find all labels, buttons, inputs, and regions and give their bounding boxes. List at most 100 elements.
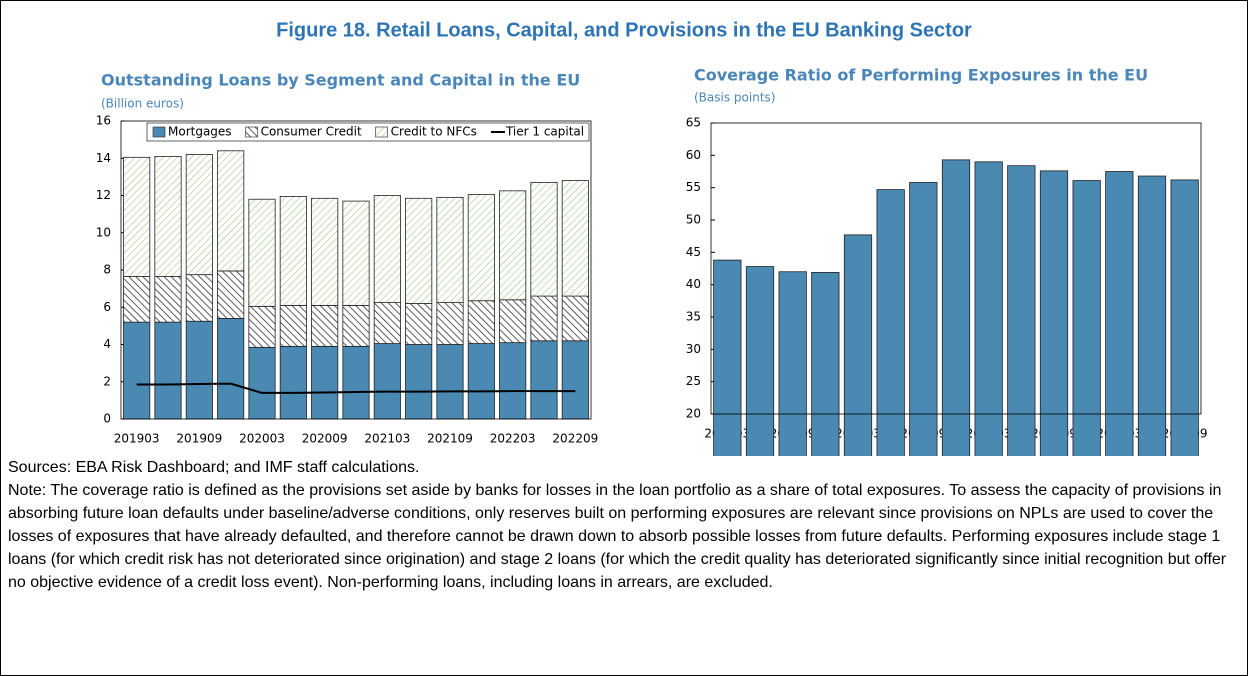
bar: [1072, 180, 1101, 456]
bar: [561, 340, 589, 420]
bar: [405, 303, 433, 345]
bar: [311, 345, 339, 420]
x-tick-label: 202009: [302, 432, 348, 446]
y-tick-label: 4: [103, 337, 111, 351]
bar: [279, 304, 307, 347]
legend-label: Mortgages: [168, 125, 232, 139]
bar: [342, 200, 370, 306]
chart-title: Coverage Ratio of Performing Exposures i…: [694, 66, 1148, 85]
bar: [311, 304, 339, 347]
sources: Sources: EBA Risk Dashboard; and IMF sta…: [8, 459, 420, 476]
x-tick-label: 201903: [114, 432, 160, 446]
bar: [436, 344, 464, 420]
legend-swatch: [245, 126, 258, 138]
notes: Sources: EBA Risk Dashboard; and IMF sta…: [8, 456, 1238, 594]
bar: [154, 321, 182, 420]
bar: [876, 189, 905, 456]
bar: [499, 190, 527, 301]
y-tick-label: 12: [96, 188, 111, 202]
bar: [843, 234, 873, 456]
bar: [405, 344, 433, 420]
bar: [279, 196, 307, 306]
y-tick-label: 0: [103, 412, 111, 426]
bar: [405, 197, 433, 304]
chart-title: Outstanding Loans by Segment and Capital…: [101, 71, 580, 90]
y-tick-label: 65: [686, 116, 701, 130]
bar: [436, 196, 464, 303]
plot-frame: [120, 120, 592, 420]
legend-label: Consumer Credit: [261, 125, 362, 139]
y-tick-label: 8: [103, 263, 111, 277]
bar: [1039, 170, 1069, 456]
bar: [342, 345, 370, 420]
x-tick-label: 201909: [176, 432, 222, 446]
bar: [154, 155, 182, 277]
legend-swatch: [375, 126, 388, 138]
bar: [279, 345, 307, 420]
bar: [561, 180, 589, 297]
bar: [373, 195, 401, 303]
bar: [185, 320, 213, 420]
bar: [342, 304, 370, 347]
bar: [1137, 175, 1167, 456]
bar: [373, 302, 401, 344]
x-tick-label: 202003: [239, 432, 285, 446]
bar: [778, 271, 807, 456]
y-tick-label: 20: [686, 407, 701, 421]
x-tick-label: 202109: [427, 432, 473, 446]
bar: [248, 305, 276, 348]
bar: [745, 266, 775, 456]
y-tick-label: 30: [686, 342, 701, 356]
y-tick-label: 10: [96, 225, 111, 239]
bar: [909, 182, 938, 456]
bar: [467, 343, 495, 420]
bar: [811, 271, 840, 456]
bar: [530, 295, 558, 342]
bar: [154, 276, 182, 323]
bar: [311, 197, 339, 306]
y-tick-label: 25: [686, 374, 701, 388]
chart-subtitle: (Billion euros): [101, 97, 184, 111]
bar: [974, 161, 1003, 456]
bar: [1105, 171, 1134, 456]
bar: [217, 150, 245, 272]
legend-swatch: [152, 126, 166, 138]
y-tick-label: 60: [686, 148, 701, 162]
legend-label: Tier 1 capital: [505, 125, 584, 139]
bar: [941, 159, 971, 456]
x-tick-label: 202209: [552, 432, 598, 446]
bar: [248, 198, 276, 307]
y-tick-label: 16: [96, 114, 111, 128]
y-tick-label: 14: [96, 151, 111, 165]
bar: [217, 318, 245, 420]
bar: [217, 270, 245, 319]
legend-label: Credit to NFCs: [391, 125, 477, 139]
note: Note: The coverage ratio is defined as t…: [8, 482, 1227, 591]
x-tick-label: 202103: [364, 432, 410, 446]
chart-subtitle: (Basis points): [694, 91, 775, 105]
bar: [713, 259, 742, 456]
y-tick-label: 55: [686, 180, 701, 194]
bar: [436, 302, 464, 345]
bar: [123, 156, 151, 277]
bar: [1007, 165, 1036, 456]
bar: [530, 340, 558, 420]
bar: [185, 274, 213, 322]
bar: [248, 346, 276, 420]
bar: [373, 343, 401, 420]
bar: [499, 342, 527, 420]
y-tick-label: 40: [686, 277, 701, 291]
y-tick-label: 45: [686, 245, 701, 259]
bar: [123, 321, 151, 420]
bar: [499, 299, 527, 344]
legend: Mortgages Consumer Credit Credit to NFCs Ti…: [146, 122, 590, 142]
y-tick-label: 6: [103, 300, 111, 314]
plot-frame: [710, 122, 1202, 415]
bar: [561, 295, 589, 342]
bar: [467, 194, 495, 302]
line: [136, 382, 576, 394]
bar: [530, 182, 558, 297]
figure-title: Figure 18. Retail Loans, Capital, and Pr…: [276, 19, 972, 41]
y-tick-label: 50: [686, 213, 701, 227]
x-tick-label: 202203: [490, 432, 536, 446]
